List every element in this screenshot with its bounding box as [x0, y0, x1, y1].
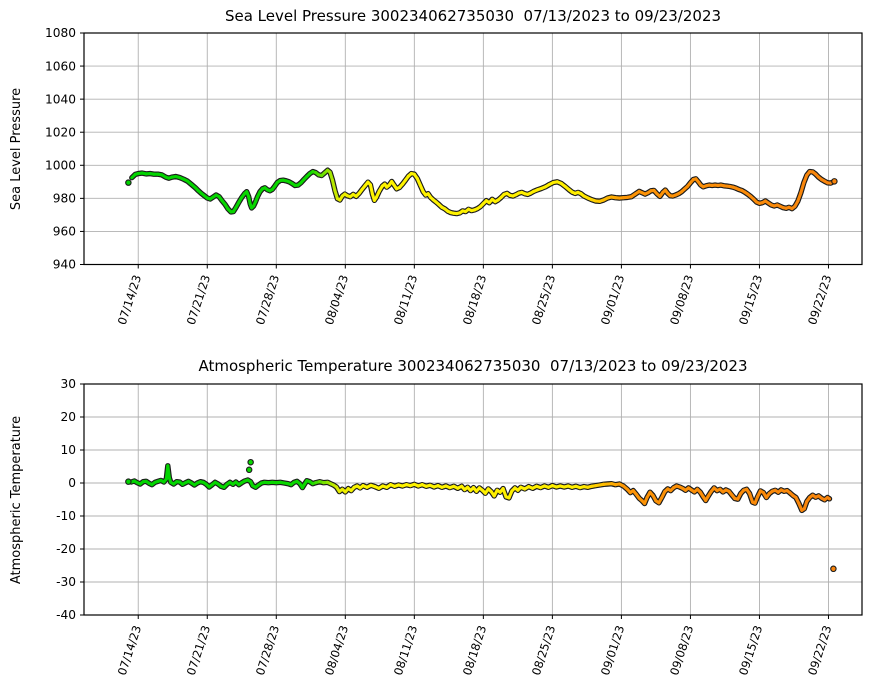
y-tick-label: 940	[53, 258, 76, 272]
x-tick-label: 07/14/23	[115, 624, 144, 677]
x-tick-label: 09/15/23	[736, 624, 765, 677]
x-tick-label: 08/25/23	[529, 273, 558, 326]
temperature-plot-area: -40 -30 -20 -10 0 10 20 30 07/14/23 07/21/23 07/28…	[56, 377, 863, 677]
y-tick-label: 1020	[45, 125, 76, 139]
y-tick-label: 1080	[45, 26, 76, 40]
atmospheric-temperature-data-point	[247, 458, 254, 466]
sea-level-pressure-data-point	[125, 179, 132, 186]
y-tick-label: 0	[68, 476, 76, 490]
atmospheric-temperature-series	[825, 495, 832, 501]
pressure-plot-area: 940 960 980 1000 1020 1040 1060 1080 07/14/23 07/…	[45, 26, 863, 327]
y-tick-label: 20	[60, 410, 76, 424]
pressure-chart-title: Sea Level Pressure 300234062735030 07/13…	[224, 7, 722, 25]
x-tick-label: 08/18/23	[460, 273, 489, 326]
x-tick-label: 08/11/23	[391, 273, 420, 326]
y-tick-label: 980	[53, 192, 76, 206]
y-tick-label: 1060	[45, 59, 76, 73]
x-tick-label: 09/01/23	[598, 624, 627, 677]
x-tick-label: 08/25/23	[529, 624, 558, 677]
sea-level-pressure-data-point	[831, 178, 838, 185]
y-tick-label: -20	[56, 542, 76, 556]
y-tick-label: -40	[56, 608, 76, 622]
x-tick-label: 08/04/23	[322, 624, 351, 677]
y-tick-label: 1040	[45, 92, 76, 106]
x-tick-label: 09/01/23	[598, 273, 627, 326]
x-tick-label: 07/28/23	[253, 624, 282, 677]
y-tick-label: 1000	[45, 158, 76, 172]
x-tick-label: 09/15/23	[736, 273, 765, 326]
x-tick-label: 07/21/23	[184, 273, 213, 326]
y-tick-label: 30	[60, 377, 76, 391]
x-tick-label: 07/14/23	[115, 273, 144, 326]
temperature-chart-title: Atmospheric Temperature 300234062735030 …	[198, 357, 748, 375]
y-tick-label: -10	[56, 509, 76, 523]
plot-frame	[83, 32, 863, 266]
plot-frame	[83, 383, 863, 616]
x-tick-label: 08/04/23	[322, 273, 351, 326]
x-tick-label: 09/22/23	[805, 624, 834, 677]
x-tick-label: 09/22/23	[805, 273, 834, 326]
sea-level-pressure-series	[799, 181, 806, 195]
x-tick-label: 07/21/23	[184, 624, 213, 677]
atmospheric-temperature-series	[166, 464, 171, 480]
x-tick-label: 08/11/23	[391, 624, 420, 677]
sea-level-pressure-series	[330, 178, 337, 193]
y-tick-label: 960	[53, 225, 76, 239]
atmospheric-temperature-data-point	[245, 466, 253, 474]
sea-level-pressure-series	[368, 183, 374, 196]
x-tick-label: 07/28/23	[253, 273, 282, 326]
atmospheric-temperature-data-point	[830, 565, 837, 573]
y-tick-label: -30	[56, 575, 76, 589]
x-tick-label: 09/08/23	[667, 273, 696, 326]
atmospheric-temperature-data-point	[125, 478, 132, 485]
x-tick-label: 09/08/23	[667, 624, 696, 677]
x-tick-label: 08/18/23	[460, 624, 489, 677]
y-tick-label: 10	[60, 443, 76, 457]
